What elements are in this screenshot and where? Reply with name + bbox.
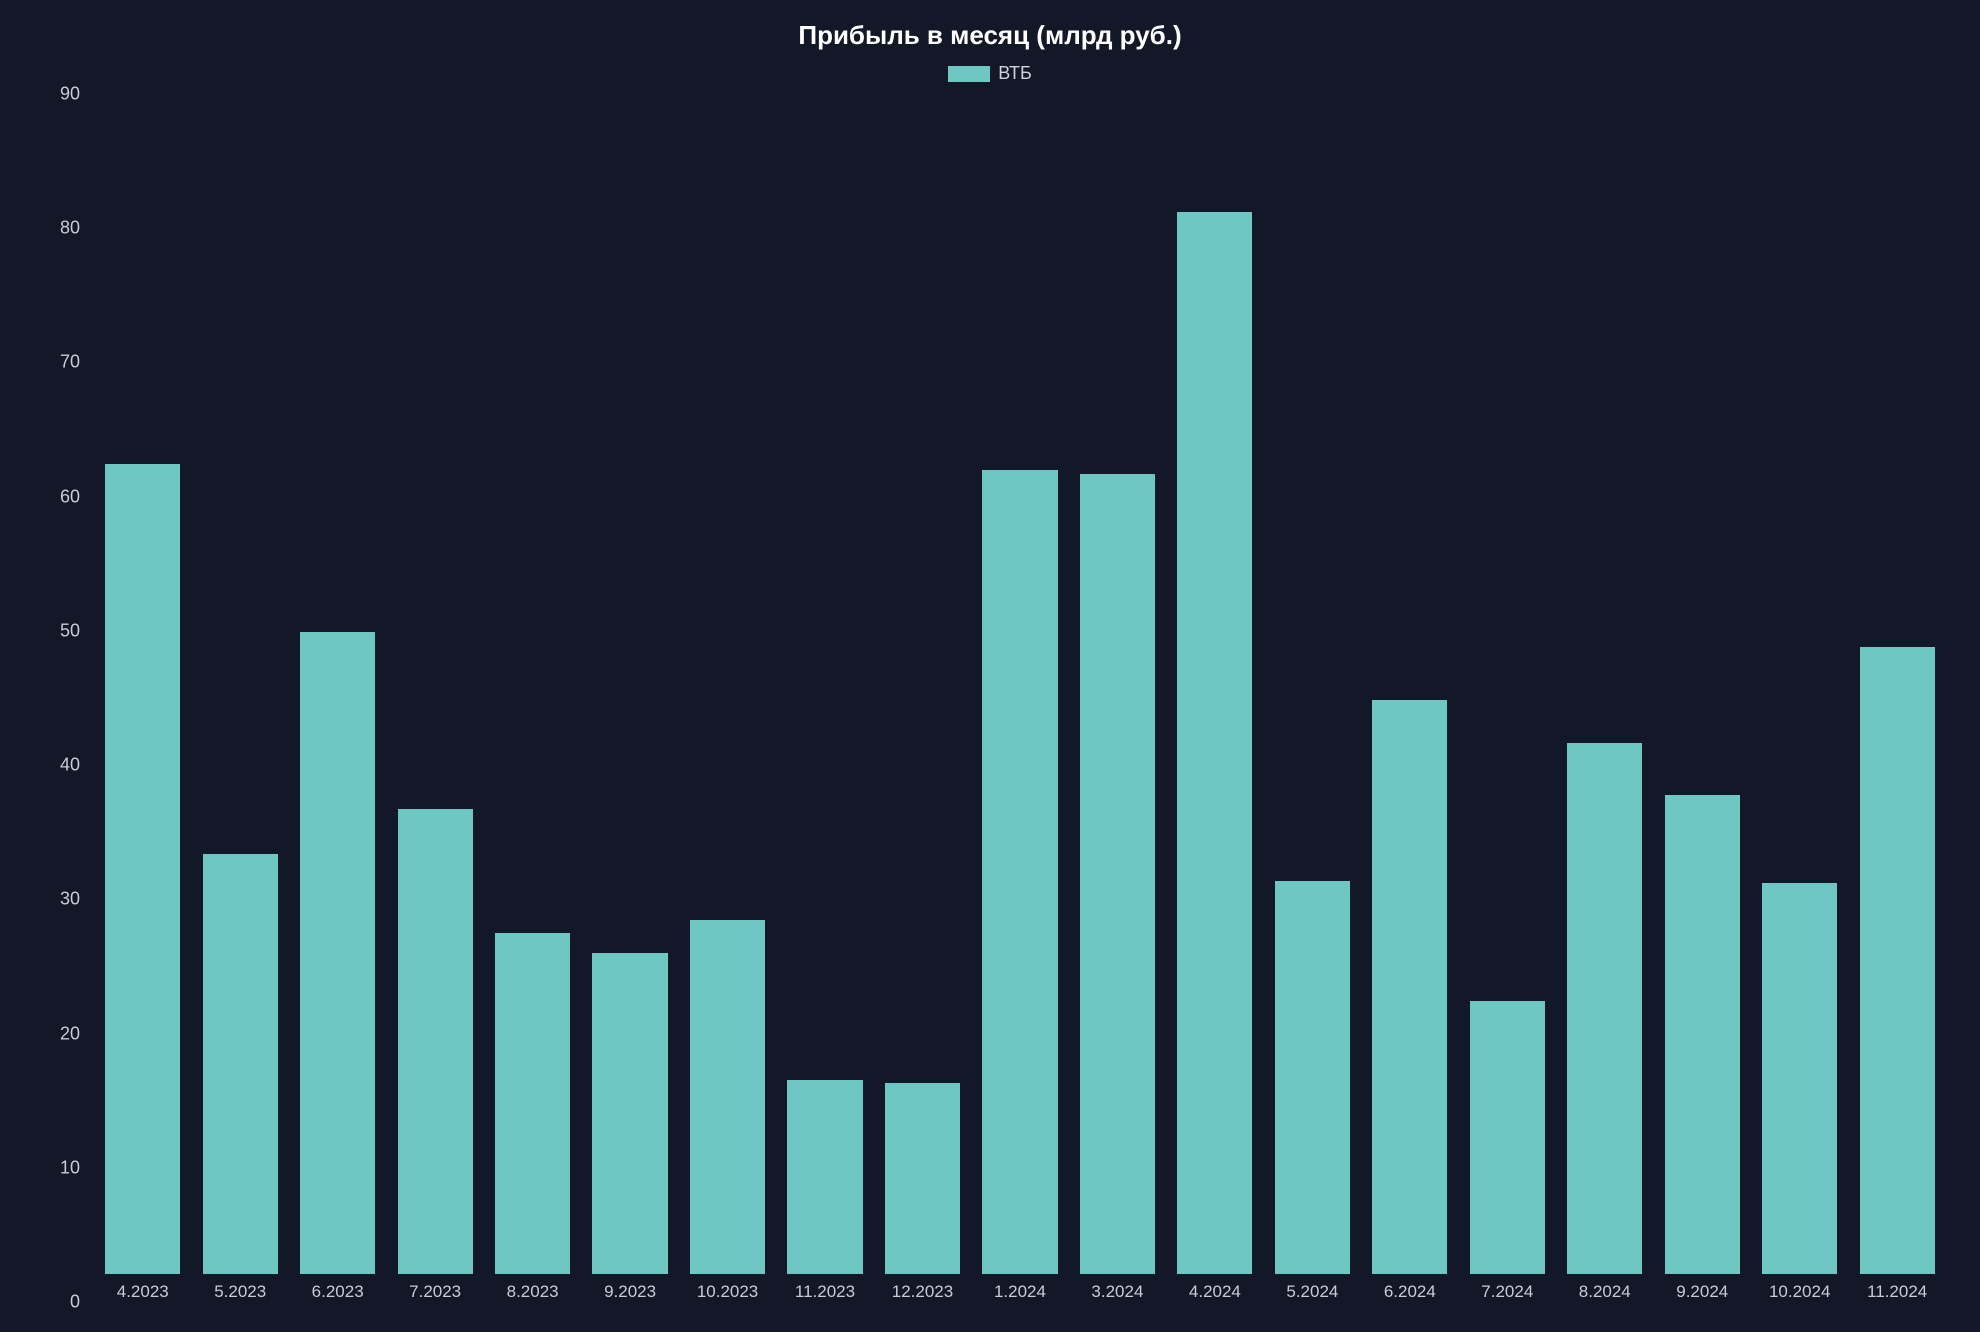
bar-slot — [94, 94, 191, 1274]
x-tick-label: 9.2024 — [1654, 1282, 1751, 1302]
y-tick-label: 40 — [60, 755, 80, 776]
bar-slot — [1751, 94, 1848, 1274]
bar — [1372, 700, 1447, 1274]
bar — [592, 953, 667, 1274]
chart-legend: ВТБ — [30, 63, 1950, 84]
x-tick-label: 6.2024 — [1361, 1282, 1458, 1302]
x-tick-label: 12.2023 — [874, 1282, 971, 1302]
x-tick-label: 10.2023 — [679, 1282, 776, 1302]
bar — [1275, 881, 1350, 1274]
chart-title: Прибыль в месяц (млрд руб.) — [30, 20, 1950, 51]
bar-slot — [971, 94, 1068, 1274]
x-tick-label: 5.2024 — [1264, 1282, 1361, 1302]
x-tick-label: 6.2023 — [289, 1282, 386, 1302]
bar-slot — [1069, 94, 1166, 1274]
y-tick-label: 70 — [60, 352, 80, 373]
bar — [1860, 647, 1935, 1274]
bar — [1177, 212, 1252, 1274]
bar-slot — [484, 94, 581, 1274]
x-tick-label: 7.2024 — [1459, 1282, 1556, 1302]
x-tick-label: 3.2024 — [1069, 1282, 1166, 1302]
bar-slot — [874, 94, 971, 1274]
bar — [1665, 795, 1740, 1274]
bar-slot — [1361, 94, 1458, 1274]
y-tick-label: 50 — [60, 620, 80, 641]
bar — [787, 1080, 862, 1274]
y-tick-label: 0 — [70, 1292, 80, 1313]
bars-region: 4.20235.20236.20237.20238.20239.202310.2… — [90, 94, 1950, 1302]
x-axis: 4.20235.20236.20237.20238.20239.202310.2… — [90, 1274, 1950, 1302]
y-tick-label: 60 — [60, 486, 80, 507]
bar — [398, 809, 473, 1274]
bar — [105, 464, 180, 1274]
x-tick-label: 8.2023 — [484, 1282, 581, 1302]
bar-slot — [1166, 94, 1263, 1274]
bar-slot — [191, 94, 288, 1274]
y-tick-label: 30 — [60, 889, 80, 910]
bars — [90, 94, 1950, 1274]
bar — [885, 1083, 960, 1274]
bar-slot — [1654, 94, 1751, 1274]
bar-slot — [1459, 94, 1556, 1274]
x-tick-label: 8.2024 — [1556, 1282, 1653, 1302]
bar — [1567, 743, 1642, 1274]
bar — [982, 470, 1057, 1274]
bar — [1762, 883, 1837, 1274]
bar — [203, 854, 278, 1274]
y-tick-label: 10 — [60, 1157, 80, 1178]
y-axis: 0102030405060708090 — [30, 94, 90, 1302]
bar-slot — [679, 94, 776, 1274]
y-tick-label: 20 — [60, 1023, 80, 1044]
bar-slot — [386, 94, 483, 1274]
bar-slot — [581, 94, 678, 1274]
y-tick-label: 80 — [60, 218, 80, 239]
x-tick-label: 9.2023 — [581, 1282, 678, 1302]
bar — [495, 933, 570, 1274]
legend-label: ВТБ — [998, 63, 1032, 84]
bar-slot — [776, 94, 873, 1274]
bar — [690, 920, 765, 1274]
chart-container: Прибыль в месяц (млрд руб.) ВТБ 0 10 20 30 4… — [0, 0, 1980, 1332]
bar — [1080, 474, 1155, 1274]
bar — [1470, 1001, 1545, 1274]
legend-swatch — [948, 66, 990, 82]
bar — [300, 632, 375, 1274]
y-tick-label: 90 — [60, 84, 80, 105]
x-tick-label: 4.2024 — [1166, 1282, 1263, 1302]
x-tick-label: 5.2023 — [191, 1282, 288, 1302]
plot-area: 0102030405060708090 4.20235.20236.20237.… — [30, 94, 1950, 1302]
bar-slot — [1556, 94, 1653, 1274]
x-tick-label: 7.2023 — [386, 1282, 483, 1302]
x-tick-label: 1.2024 — [971, 1282, 1068, 1302]
bar-slot — [1264, 94, 1361, 1274]
bar-slot — [1848, 94, 1945, 1274]
x-tick-label: 11.2024 — [1848, 1282, 1945, 1302]
x-tick-label: 11.2023 — [776, 1282, 873, 1302]
x-tick-label: 10.2024 — [1751, 1282, 1848, 1302]
bar-slot — [289, 94, 386, 1274]
x-tick-label: 4.2023 — [94, 1282, 191, 1302]
